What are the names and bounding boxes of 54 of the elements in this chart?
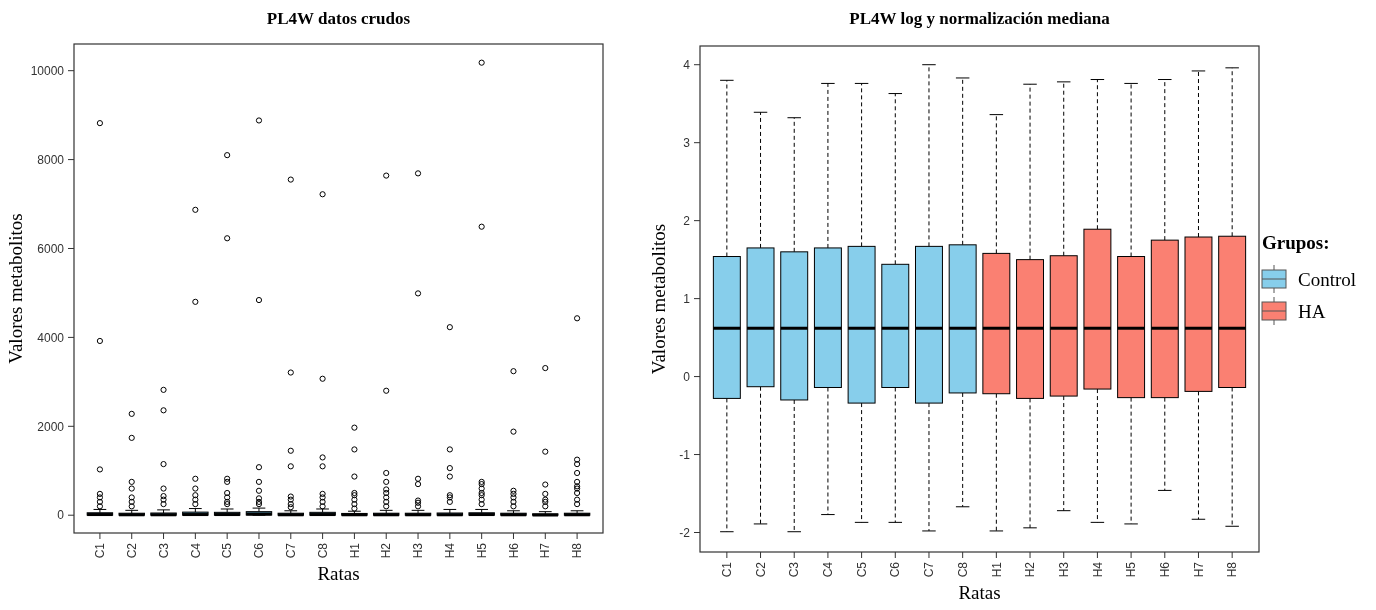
chart-title: PL4W log y normalización mediana: [849, 9, 1111, 28]
x-tick-label: H8: [570, 542, 585, 559]
x-tick-label: H3: [1056, 561, 1071, 578]
x-tick-label: C7: [283, 542, 298, 559]
chart-title: PL4W datos crudos: [266, 9, 411, 28]
x-tick-label: H2: [379, 542, 394, 559]
x-tick-label: H6: [1157, 561, 1172, 578]
legend-label: HA: [1298, 300, 1326, 322]
x-tick-label: C6: [888, 561, 903, 578]
y-tick-label: 0: [57, 508, 65, 523]
x-tick-label: C5: [854, 561, 869, 578]
x-tick-label: H8: [1225, 561, 1240, 578]
y-tick-label: 4: [683, 57, 691, 72]
x-tick-label: C2: [753, 561, 768, 578]
x-tick-label: C3: [787, 561, 802, 578]
x-tick-label: C8: [315, 542, 330, 559]
x-tick-label: C1: [720, 561, 735, 578]
x-tick-label: H7: [538, 542, 553, 559]
x-tick-label: C1: [93, 542, 108, 559]
x-tick-label: C7: [922, 561, 937, 578]
x-tick-label: H6: [506, 542, 521, 559]
y-tick-label: 2: [683, 213, 691, 228]
x-tick-label: C8: [955, 561, 970, 578]
x-tick-label: H1: [347, 542, 362, 559]
y-axis-title: Valores metabolitos: [648, 223, 669, 375]
legend-label: Control: [1298, 268, 1357, 290]
x-tick-label: C5: [220, 542, 235, 559]
y-tick-label: 0: [683, 369, 691, 384]
x-tick-label: C6: [252, 542, 267, 559]
x-tick-label: H1: [989, 561, 1004, 578]
y-tick-label: 3: [683, 135, 691, 150]
y-tick-label: 1: [683, 291, 691, 306]
y-tick-label: -1: [679, 447, 691, 462]
x-axis-title: Ratas: [317, 563, 360, 584]
y-tick-label: 2000: [37, 419, 65, 434]
x-tick-label: C4: [821, 561, 836, 578]
x-axis-title: Ratas: [958, 582, 1001, 603]
x-tick-label: H4: [443, 542, 458, 559]
x-tick-label: C2: [124, 542, 139, 559]
y-tick-label: 6000: [37, 241, 65, 256]
x-tick-label: H5: [474, 542, 489, 559]
y-tick-label: -2: [679, 525, 691, 540]
x-tick-label: H5: [1124, 561, 1139, 578]
x-tick-label: C4: [188, 542, 203, 559]
y-tick-label: 8000: [37, 152, 65, 167]
x-tick-label: H4: [1090, 561, 1105, 578]
x-tick-label: C3: [156, 542, 171, 559]
y-tick-label: 4000: [37, 330, 65, 345]
y-axis-title: Valores metabolitos: [5, 213, 26, 364]
legend-title: Grupos:: [1262, 232, 1330, 253]
y-tick-label: 10000: [30, 63, 65, 78]
x-tick-label: H2: [1023, 561, 1038, 578]
x-tick-label: H7: [1191, 561, 1206, 578]
x-tick-label: H3: [411, 542, 426, 559]
